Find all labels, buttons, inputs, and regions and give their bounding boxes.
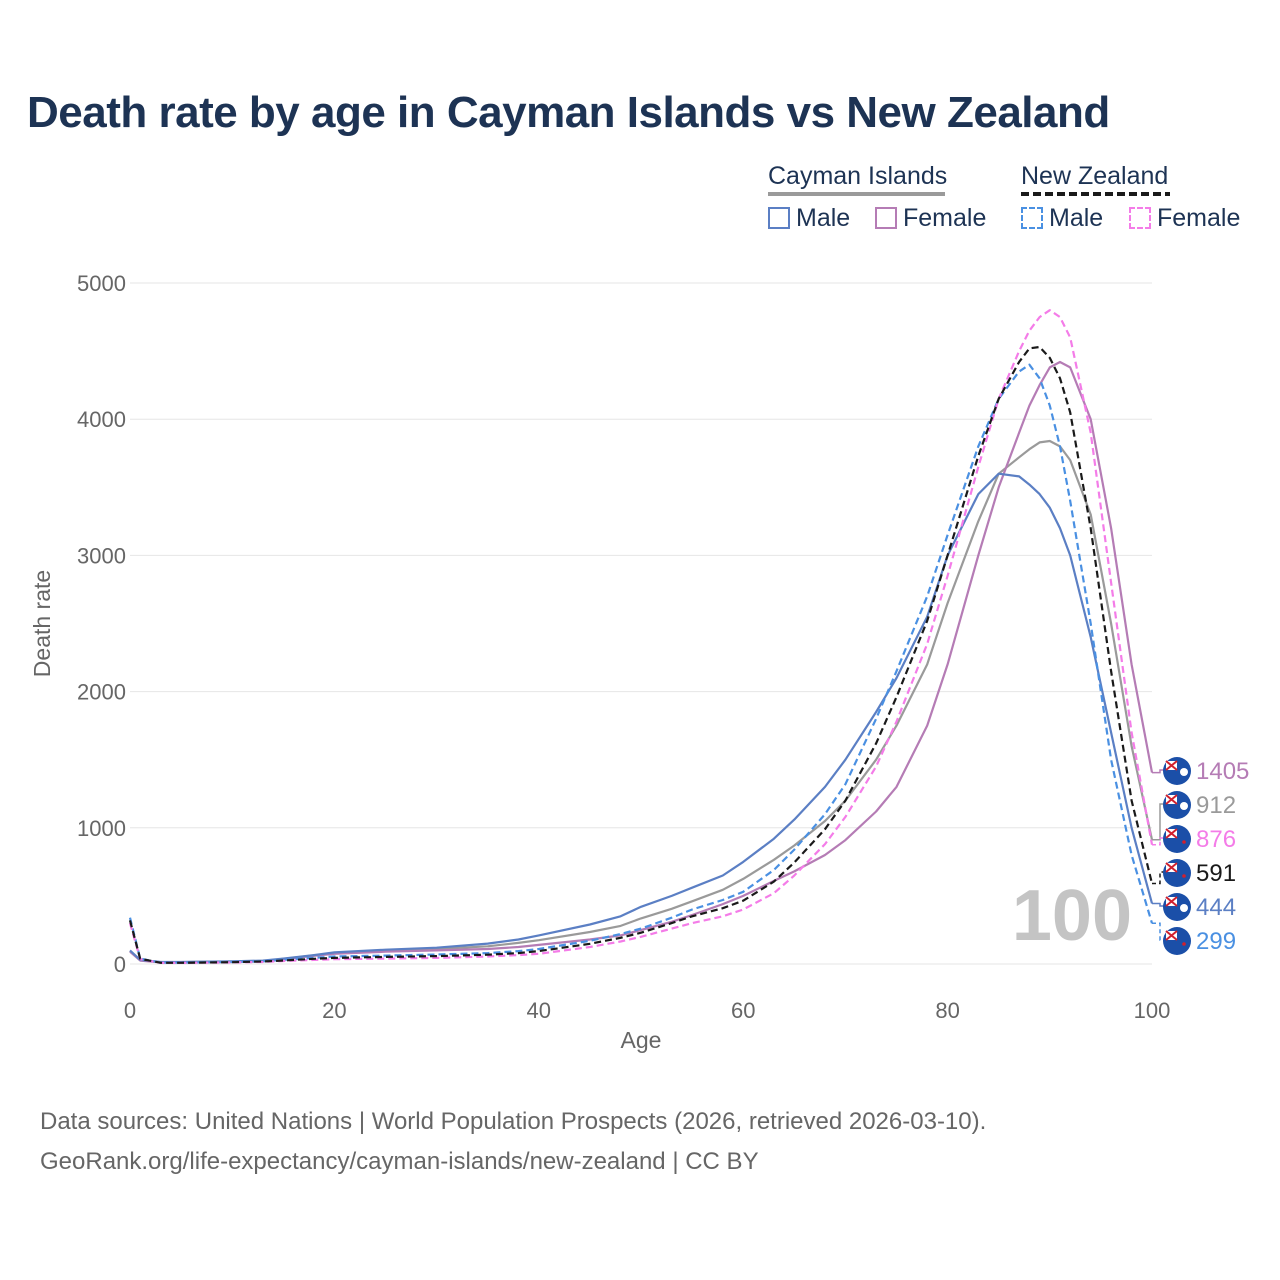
legend-group-nz-label: New Zealand xyxy=(1021,162,1169,190)
flag-icon-cross-b xyxy=(1165,794,1178,805)
flag-icon-crest xyxy=(1180,768,1188,776)
x-tick-label: 20 xyxy=(322,998,346,1023)
end-value-label: 591 xyxy=(1196,860,1236,887)
series-line-cayman-islands-total xyxy=(129,439,1154,964)
y-tick-label: 5000 xyxy=(77,271,126,296)
legend-swatch-nz-male xyxy=(1021,207,1043,229)
series-line-cayman-islands-female xyxy=(129,360,1154,964)
y-tick-label: 2000 xyxy=(77,680,126,705)
y-tick-label: 4000 xyxy=(77,407,126,432)
legend-swatch-cayman-female xyxy=(875,207,897,229)
current-age-label: 100 xyxy=(1012,876,1132,956)
legend-swatch-nz-female xyxy=(1129,207,1151,229)
x-tick-label: 80 xyxy=(935,998,959,1023)
flag-icon-crest xyxy=(1180,904,1188,912)
legend-label-cayman-male: Male xyxy=(796,204,851,232)
legend-swatch-cayman-male xyxy=(768,207,790,229)
y-axis-title: Death rate xyxy=(29,570,55,677)
flag-icon-star xyxy=(1182,942,1186,946)
end-label-connector xyxy=(1152,922,1166,941)
flag-icon xyxy=(1163,859,1191,887)
flag-icon xyxy=(1163,893,1191,921)
series-line-cayman-islands-male xyxy=(129,472,1154,964)
y-tick-label: 3000 xyxy=(77,543,126,568)
end-value-label: 444 xyxy=(1196,894,1236,921)
legend-item-nz-male[interactable]: Male xyxy=(1021,204,1103,233)
flag-icon-cross-b xyxy=(1165,862,1178,873)
x-axis-title: Age xyxy=(621,1027,662,1053)
y-tick-label: 1000 xyxy=(77,816,126,841)
legend-item-cayman-female[interactable]: Female xyxy=(875,204,986,233)
flag-icon-crest xyxy=(1180,802,1188,810)
end-label-connector xyxy=(1152,803,1166,841)
flag-icon-cross-b xyxy=(1165,930,1178,941)
flag-icon xyxy=(1163,791,1191,819)
flag-icon-star xyxy=(1182,874,1186,878)
legend-label-nz-female: Female xyxy=(1157,204,1241,232)
source-line-2[interactable]: GeoRank.org/life-expectancy/cayman-islan… xyxy=(40,1148,759,1175)
legend-group-nz: New Zealand xyxy=(1021,162,1168,191)
series-line-new-zealand-female xyxy=(128,309,1154,965)
x-tick-label: 100 xyxy=(1134,998,1171,1023)
flag-icon-cross-b xyxy=(1165,896,1178,907)
end-value-label: 912 xyxy=(1196,792,1236,819)
chart-title: Death rate by age in Cayman Islands vs N… xyxy=(27,88,1110,137)
end-label-connector xyxy=(1152,769,1166,774)
legend-group-cayman: Cayman Islands xyxy=(768,162,947,191)
y-tick-label: 0 xyxy=(114,952,126,977)
legend-group-cayman-label: Cayman Islands xyxy=(768,162,948,190)
end-label-connector xyxy=(1152,837,1166,846)
end-value-label: 299 xyxy=(1196,928,1236,955)
flag-icon xyxy=(1163,825,1191,853)
end-value-label: 876 xyxy=(1196,826,1236,853)
flag-icon-cross-b xyxy=(1165,828,1178,839)
x-tick-label: 40 xyxy=(527,998,551,1023)
x-tick-label: 60 xyxy=(731,998,755,1023)
flag-icon-star xyxy=(1182,840,1186,844)
series-line-new-zealand-total xyxy=(128,345,1154,964)
legend-item-nz-female[interactable]: Female xyxy=(1129,204,1240,233)
x-tick-label: 0 xyxy=(124,998,136,1023)
end-label-connector xyxy=(1152,902,1166,907)
end-value-label: 1405 xyxy=(1196,758,1249,785)
end-label-connector xyxy=(1152,871,1166,885)
legend-label-nz-male: Male xyxy=(1049,204,1104,232)
flag-icon xyxy=(1163,927,1191,955)
flag-icon-cross-b xyxy=(1165,760,1178,771)
series-line-new-zealand-male xyxy=(128,363,1154,964)
legend-label-cayman-female: Female xyxy=(903,204,987,232)
source-line-1: Data sources: United Nations | World Pop… xyxy=(40,1108,987,1135)
legend-item-cayman-male[interactable]: Male xyxy=(768,204,850,233)
flag-icon xyxy=(1163,757,1191,785)
